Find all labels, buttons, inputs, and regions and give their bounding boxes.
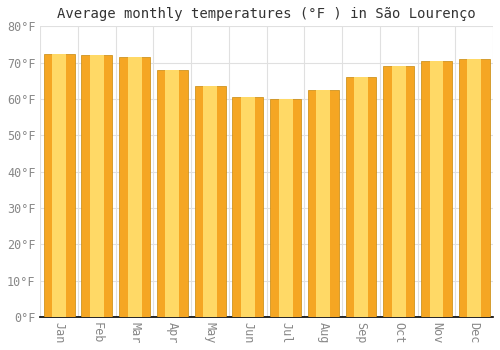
- Bar: [316, 90, 330, 317]
- Bar: [392, 66, 406, 317]
- Title: Average monthly temperatures (°F ) in São Lourenço: Average monthly temperatures (°F ) in Sã…: [58, 7, 476, 21]
- Bar: [194, 86, 226, 317]
- Bar: [44, 54, 74, 317]
- Bar: [203, 86, 217, 317]
- Bar: [119, 57, 150, 317]
- Bar: [458, 59, 490, 317]
- Bar: [421, 61, 452, 317]
- Bar: [467, 59, 481, 317]
- Bar: [241, 97, 255, 317]
- Bar: [232, 97, 264, 317]
- Bar: [270, 99, 301, 317]
- Bar: [278, 99, 292, 317]
- Bar: [346, 77, 376, 317]
- Bar: [384, 66, 414, 317]
- Bar: [430, 61, 444, 317]
- Bar: [166, 70, 179, 317]
- Bar: [82, 55, 112, 317]
- Bar: [52, 54, 66, 317]
- Bar: [90, 55, 104, 317]
- Bar: [157, 70, 188, 317]
- Bar: [354, 77, 368, 317]
- Bar: [128, 57, 141, 317]
- Bar: [308, 90, 338, 317]
